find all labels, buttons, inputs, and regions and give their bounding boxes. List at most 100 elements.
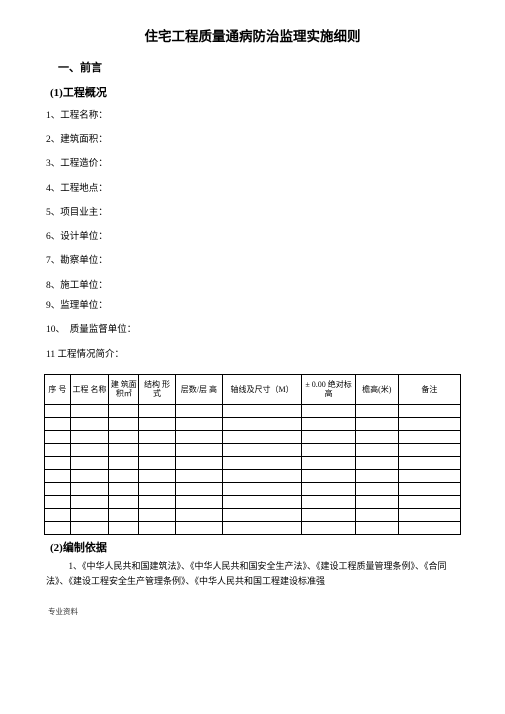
table-cell: [222, 404, 301, 417]
table-cell: [139, 417, 175, 430]
table-cell: [302, 508, 356, 521]
item-10: 10、 质量监督单位：: [46, 324, 461, 337]
table-cell: [70, 430, 109, 443]
table-cell: [175, 443, 222, 456]
table-cell: [70, 404, 109, 417]
item-9: 9、监理单位：: [46, 300, 461, 313]
table-cell: [70, 443, 109, 456]
table-cell: [222, 521, 301, 534]
table-cell: [139, 482, 175, 495]
table-cell: [355, 508, 398, 521]
item-4: 4、工程地点：: [46, 183, 461, 196]
table-cell: [355, 417, 398, 430]
table-row: [45, 508, 461, 521]
table-cell: [302, 521, 356, 534]
table-cell: [70, 482, 109, 495]
item-11: 11 工程情况简介：: [46, 349, 461, 362]
table-cell: [139, 404, 175, 417]
table-cell: [175, 469, 222, 482]
table-header: 檐高(米): [355, 374, 398, 404]
table-cell: [45, 508, 71, 521]
table-cell: [222, 443, 301, 456]
table-cell: [109, 417, 139, 430]
table-cell: [302, 469, 356, 482]
table-cell: [45, 521, 71, 534]
table-cell: [302, 495, 356, 508]
table-cell: [398, 482, 460, 495]
table-row: [45, 417, 461, 430]
table-cell: [355, 482, 398, 495]
item-3: 3、工程造价：: [46, 158, 461, 171]
table-cell: [175, 404, 222, 417]
table-cell: [139, 430, 175, 443]
table-cell: [398, 443, 460, 456]
table-cell: [398, 456, 460, 469]
table-header: 工程 名称: [70, 374, 109, 404]
table-cell: [398, 430, 460, 443]
table-cell: [175, 417, 222, 430]
item-7: 7、勘察单位：: [46, 255, 461, 268]
item-5: 5、项目业主：: [46, 207, 461, 220]
table-cell: [355, 469, 398, 482]
table-cell: [302, 430, 356, 443]
table-cell: [355, 443, 398, 456]
table-cell: [302, 443, 356, 456]
table-cell: [45, 469, 71, 482]
table-row: [45, 521, 461, 534]
table-cell: [175, 430, 222, 443]
table-cell: [398, 521, 460, 534]
table-row: [45, 404, 461, 417]
table-cell: [70, 508, 109, 521]
table-cell: [109, 404, 139, 417]
table-cell: [222, 417, 301, 430]
table-row: [45, 443, 461, 456]
table-cell: [175, 521, 222, 534]
table-cell: [355, 521, 398, 534]
table-cell: [70, 521, 109, 534]
table-cell: [45, 456, 71, 469]
table-cell: [222, 456, 301, 469]
table-header: 备注: [398, 374, 460, 404]
table-cell: [222, 469, 301, 482]
table-cell: [398, 469, 460, 482]
table-row: [45, 456, 461, 469]
table-cell: [355, 430, 398, 443]
item-1: 1、工程名称：: [46, 110, 461, 123]
table-cell: [109, 508, 139, 521]
table-cell: [175, 508, 222, 521]
table-cell: [175, 482, 222, 495]
section-1-heading: 一、前言: [58, 61, 461, 76]
table-cell: [109, 495, 139, 508]
table-cell: [302, 482, 356, 495]
table-header: 层数/层 高: [175, 374, 222, 404]
table-cell: [109, 430, 139, 443]
item-2: 2、建筑面积：: [46, 134, 461, 147]
table-header: 序 号: [45, 374, 71, 404]
item-8: 8、施工单位：: [46, 280, 461, 293]
table-cell: [45, 495, 71, 508]
table-row: [45, 482, 461, 495]
table-cell: [70, 456, 109, 469]
table-header: 结构 形式: [139, 374, 175, 404]
table-row: [45, 469, 461, 482]
table-cell: [139, 521, 175, 534]
table-cell: [70, 417, 109, 430]
table-cell: [222, 508, 301, 521]
table-cell: [398, 404, 460, 417]
table-cell: [175, 456, 222, 469]
table-cell: [109, 482, 139, 495]
table-cell: [45, 482, 71, 495]
table-cell: [109, 456, 139, 469]
table-cell: [398, 417, 460, 430]
table-cell: [45, 443, 71, 456]
subsection-2-heading: (2)编制依据: [50, 541, 461, 556]
page-title: 住宅工程质量通病防治监理实施细则: [44, 28, 461, 47]
table-row: [45, 430, 461, 443]
table-cell: [355, 456, 398, 469]
table-cell: [139, 508, 175, 521]
table-cell: [139, 495, 175, 508]
table-cell: [355, 495, 398, 508]
table-cell: [302, 417, 356, 430]
table-header: 轴线及尺寸（M）: [222, 374, 301, 404]
basis-paragraph: 1、《中华人民共和国建筑法》、《中华人民共和国安全生产法》、《建设工程质量管理条…: [46, 559, 461, 589]
